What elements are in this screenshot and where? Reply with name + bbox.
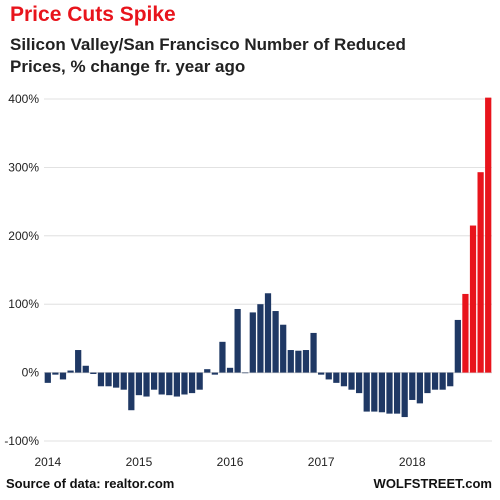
bar <box>401 372 408 418</box>
y-tick-label: -100% <box>4 434 39 448</box>
bar <box>469 225 477 373</box>
x-tick-label: 2017 <box>308 455 335 469</box>
bar <box>234 308 241 373</box>
bar <box>196 372 203 390</box>
bar <box>393 372 401 414</box>
bar <box>82 365 89 373</box>
bar <box>97 372 105 387</box>
y-axis-ticks: -100% 0% 100% 200% 300% 400% <box>4 92 39 448</box>
bar <box>249 312 256 373</box>
bar <box>52 372 59 375</box>
chart-subtitle: Silicon Valley/San Francisco Number of R… <box>10 35 406 76</box>
source-note: Source of data: realtor.com <box>6 476 175 491</box>
bar <box>333 372 340 383</box>
bar <box>105 372 112 387</box>
x-tick-label: 2014 <box>34 455 61 469</box>
bar <box>120 372 127 390</box>
bar <box>257 304 264 373</box>
bar <box>150 372 158 390</box>
bar <box>59 372 67 380</box>
y-tick-label: 300% <box>8 160 39 174</box>
bar <box>188 372 196 394</box>
bar <box>302 350 310 373</box>
bar <box>44 372 51 383</box>
bar <box>67 370 74 373</box>
bar <box>166 372 173 396</box>
bar <box>113 372 120 388</box>
bar <box>462 293 469 373</box>
bar <box>431 372 439 390</box>
y-tick-label: 400% <box>8 92 39 106</box>
bar <box>242 372 249 374</box>
bar <box>264 293 272 373</box>
bar <box>340 372 348 387</box>
bar <box>280 324 287 373</box>
x-tick-label: 2016 <box>217 455 244 469</box>
y-tick-label: 200% <box>8 229 39 243</box>
bar <box>485 97 492 373</box>
chart-title: Price Cuts Spike <box>10 3 176 26</box>
bars <box>44 97 492 418</box>
y-tick-label: 0% <box>22 366 40 380</box>
bar <box>424 372 431 394</box>
bar <box>416 372 423 404</box>
bar <box>447 372 454 387</box>
x-axis-ticks: 2014 2015 2016 2017 2018 <box>34 455 425 469</box>
bar <box>386 372 393 414</box>
bar <box>378 372 386 413</box>
bar <box>272 311 279 373</box>
bar <box>158 372 165 395</box>
bar <box>356 372 363 394</box>
bar <box>409 372 416 400</box>
x-tick-label: 2015 <box>126 455 153 469</box>
bar <box>318 372 325 375</box>
bar <box>211 372 218 375</box>
bar <box>143 372 150 397</box>
bar <box>371 372 378 412</box>
bar <box>181 372 188 395</box>
bar <box>348 372 355 390</box>
bar <box>204 369 211 373</box>
bar <box>439 372 446 390</box>
bar <box>310 332 317 373</box>
bar <box>295 350 302 373</box>
bar <box>477 172 484 373</box>
brand-mark: WOLFSTREET.com <box>373 476 492 491</box>
bar <box>135 372 143 396</box>
bar <box>219 341 226 373</box>
bar <box>454 319 461 373</box>
bar <box>325 372 332 380</box>
bar <box>173 372 180 397</box>
bar <box>75 350 82 373</box>
bar <box>363 372 370 412</box>
bar <box>128 372 135 411</box>
x-tick-label: 2018 <box>399 455 426 469</box>
bar <box>90 372 97 374</box>
bar <box>226 367 234 373</box>
y-tick-label: 100% <box>8 297 39 311</box>
bar <box>287 350 294 373</box>
